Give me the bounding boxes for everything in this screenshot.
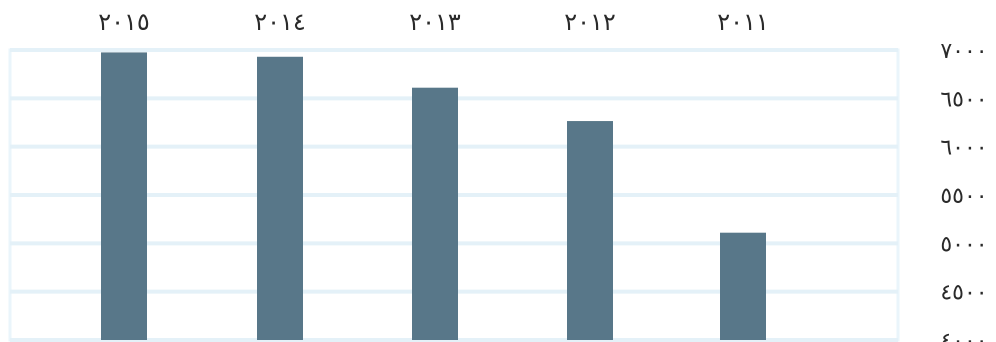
bar	[101, 52, 147, 341]
y-tick-label: ٥٥٠٠	[940, 184, 987, 209]
x-axis-labels: ٢٠١٥ ٢٠١٤ ٢٠١٣ ٢٠١٢ ٢٠١١	[98, 8, 769, 36]
y-tick-label: ٤٠٠٠	[940, 329, 987, 342]
y-axis-labels: ٧٠٠٠ ٦٥٠٠ ٦٠٠٠ ٥٥٠٠ ٥٠٠٠ ٤٥٠٠ ٤٠٠٠	[940, 39, 987, 342]
y-tick-label: ٤٥٠٠	[940, 281, 987, 306]
y-tick-label: ٦٠٠٠	[940, 136, 987, 161]
x-tick-label: ٢٠١٥	[98, 8, 150, 36]
x-tick-label: ٢٠١١	[717, 8, 769, 36]
x-tick-label: ٢٠١٤	[254, 8, 306, 36]
y-tick-label: ٥٠٠٠	[940, 232, 987, 257]
bar	[412, 87, 458, 340]
bar	[720, 232, 766, 340]
x-tick-label: ٢٠١٢	[564, 8, 616, 36]
bar	[257, 56, 303, 341]
y-tick-label: ٦٥٠٠	[940, 87, 987, 112]
bar-layer	[101, 52, 766, 341]
x-tick-label: ٢٠١٣	[409, 8, 461, 36]
bar	[567, 121, 613, 340]
y-tick-label: ٧٠٠٠	[940, 39, 987, 64]
